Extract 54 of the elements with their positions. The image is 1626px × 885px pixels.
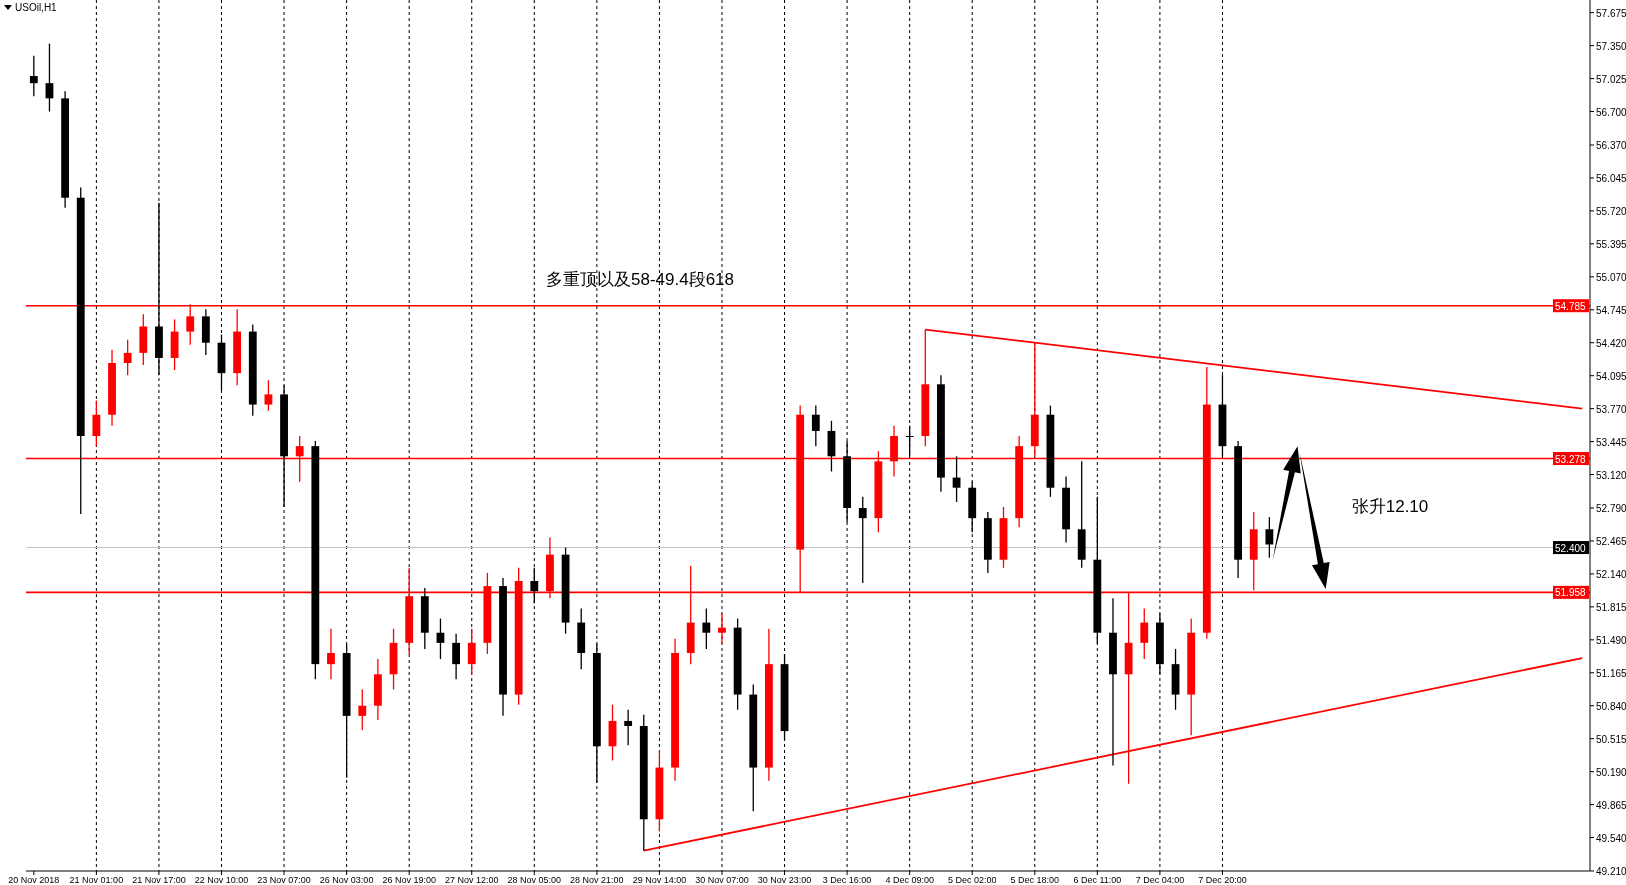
- x-tick-label: 29 Nov 14:00: [632, 875, 687, 885]
- x-tick-label: 27 Nov 12:00: [444, 875, 499, 885]
- y-tick-label: 56.370: [1596, 140, 1626, 151]
- ref-line-label: 53.278: [1555, 453, 1587, 465]
- ref-line-label: 52.400: [1555, 542, 1587, 554]
- x-tick-label: 6 Dec 11:00: [1073, 875, 1122, 885]
- x-tick-label: 23 Nov 07:00: [257, 875, 311, 885]
- y-tick-label: 51.165: [1596, 667, 1626, 679]
- x-tick-label: 30 Nov 07:00: [695, 875, 749, 885]
- y-tick-label: 53.120: [1596, 469, 1626, 481]
- x-tick-label: 21 Nov 17:00: [132, 875, 186, 885]
- annotation: 张升12.10: [1351, 497, 1429, 516]
- x-tick-label: 22 Nov 10:00: [194, 875, 249, 885]
- x-tick-label: 7 Dec 20:00: [1198, 875, 1247, 885]
- y-tick-label: 57.675: [1596, 7, 1626, 19]
- y-tick-label: 57.025: [1596, 73, 1626, 85]
- y-tick-label: 49.865: [1596, 799, 1626, 811]
- x-tick-label: 21 Nov 01:00: [69, 875, 124, 885]
- y-tick-label: 55.070: [1596, 271, 1626, 283]
- x-tick-label: 3 Dec 16:00: [822, 875, 872, 885]
- y-tick-label: 57.350: [1596, 40, 1626, 52]
- y-tick-label: 52.790: [1596, 503, 1626, 514]
- x-tick-label: 5 Dec 18:00: [1010, 875, 1060, 885]
- x-tick-label: 26 Nov 19:00: [382, 875, 436, 885]
- y-tick-label: 56.700: [1596, 106, 1626, 118]
- x-tick-label: 30 Nov 23:00: [757, 875, 812, 885]
- y-tick-label: 56.045: [1596, 172, 1626, 184]
- x-tick-label: 28 Nov 05:00: [507, 875, 562, 885]
- x-tick-label: 26 Nov 03:00: [319, 875, 374, 885]
- y-tick-label: 49.540: [1596, 832, 1626, 844]
- y-tick-label: 52.140: [1596, 568, 1626, 580]
- x-tick-label: 4 Dec 09:00: [885, 875, 934, 885]
- y-tick-label: 50.515: [1596, 733, 1626, 745]
- y-tick-label: 50.840: [1596, 700, 1626, 712]
- x-tick-label: 28 Nov 21:00: [570, 875, 624, 885]
- ref-line-label: 51.958: [1555, 587, 1587, 599]
- x-tick-label: 7 Dec 04:00: [1135, 875, 1185, 885]
- annotation: 多重顶以及58-49.4段618: [545, 270, 735, 289]
- y-tick-label: 53.445: [1596, 436, 1626, 448]
- y-tick-label: 49.210: [1596, 866, 1626, 877]
- y-tick-label: 54.420: [1596, 337, 1626, 349]
- x-tick-label: 20 Nov 2018: [8, 875, 60, 885]
- y-tick-label: 55.395: [1596, 238, 1626, 250]
- y-tick-label: 54.095: [1596, 370, 1626, 382]
- y-tick-label: 53.770: [1596, 403, 1626, 415]
- chart-title: USOil,H1: [15, 2, 58, 13]
- y-tick-label: 51.815: [1596, 601, 1626, 613]
- y-tick-label: 54.745: [1596, 304, 1626, 316]
- y-tick-label: 52.465: [1596, 535, 1626, 547]
- y-tick-label: 51.490: [1596, 634, 1626, 646]
- x-tick-label: 5 Dec 02:00: [947, 875, 997, 885]
- y-tick-label: 55.720: [1596, 205, 1626, 217]
- ref-line-label: 54.785: [1555, 300, 1587, 312]
- y-tick-label: 50.190: [1596, 766, 1626, 778]
